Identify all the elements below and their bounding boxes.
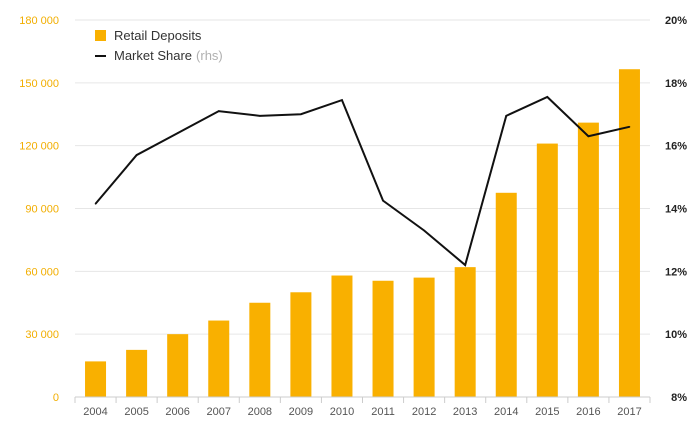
bar-2012 <box>413 277 435 397</box>
bar-2009 <box>290 292 312 397</box>
line-point-2011 <box>382 199 384 202</box>
x-axis-tick-label: 2013 <box>453 406 477 418</box>
market-share-line <box>94 95 630 267</box>
x-axis-tick-label: 2004 <box>83 406 107 418</box>
bar-2017 <box>618 69 640 397</box>
line-point-2016 <box>587 135 590 138</box>
right-axis-tick-label: 8% <box>671 392 687 404</box>
bar-2007 <box>208 320 230 397</box>
left-axis-tick-label: 0 <box>53 392 59 404</box>
bar-series-retail-deposits <box>85 69 640 397</box>
line-point-2012 <box>423 229 425 232</box>
legend: Retail Deposits Market Share (rhs) <box>95 28 223 63</box>
x-axis-ticks: 2004 2005 2006 2007 2008 2009 2010 2011 2012 2013… <box>74 396 651 418</box>
line-point-2005 <box>135 154 138 156</box>
right-axis-tick-label: 12% <box>665 266 687 278</box>
x-axis-tick-label: 2012 <box>412 406 436 418</box>
right-axis-tick-label: 20% <box>665 15 687 27</box>
x-axis-tick-label: 2006 <box>165 406 189 418</box>
right-axis-tick-label: 14% <box>665 204 687 216</box>
left-axis-tick-label: 150 000 <box>19 78 59 90</box>
x-axis-tick-label: 2014 <box>494 406 518 418</box>
line-point-2004 <box>94 202 97 205</box>
bar-2016 <box>577 122 599 397</box>
bar-2015 <box>536 143 558 397</box>
line-point-2013 <box>464 264 466 266</box>
line-point-2006 <box>176 132 179 134</box>
right-axis-tick-label: 16% <box>665 141 687 153</box>
bar-2011 <box>372 280 394 397</box>
x-axis-tick-label: 2010 <box>330 406 354 418</box>
right-axis-ticks: 8% 10% 12% 14% 16% 18% 20% <box>665 15 687 404</box>
x-axis-tick-label: 2009 <box>289 406 313 418</box>
x-axis-tick-label: 2005 <box>124 406 148 418</box>
line-point-2009 <box>300 113 302 116</box>
left-axis-tick-label: 180 000 <box>19 15 59 27</box>
right-axis-tick-label: 18% <box>665 78 687 90</box>
x-axis-tick-label: 2011 <box>371 406 395 418</box>
legend-label-market-share-suffix: (rhs) <box>196 48 223 63</box>
bar-2008 <box>249 302 271 397</box>
x-axis-tick-label: 2015 <box>535 406 559 418</box>
bar-2004 <box>85 361 107 397</box>
line-point-2017 <box>628 126 631 128</box>
legend-label-retail-deposits: Retail Deposits <box>114 28 202 43</box>
line-point-2014 <box>505 115 508 117</box>
x-axis-tick-label: 2016 <box>576 406 600 418</box>
line-point-2007 <box>217 110 220 112</box>
legend-label-market-share-text: Market Share <box>114 48 192 63</box>
bar-2006 <box>167 334 189 397</box>
line-point-2010 <box>341 99 343 101</box>
left-axis-tick-label: 30 000 <box>25 329 59 341</box>
line-point-2015 <box>546 96 549 98</box>
left-axis-tick-label: 90 000 <box>25 204 59 216</box>
right-axis-tick-label: 10% <box>665 329 687 341</box>
line-point-2008 <box>259 115 261 117</box>
bar-2005 <box>126 349 148 397</box>
bar-2013 <box>454 267 476 397</box>
left-axis-tick-label: 60 000 <box>25 266 59 278</box>
legend-swatch-retail-deposits <box>95 30 106 41</box>
left-axis-ticks: 0 30 000 60 000 90 000 120 000 150 000 180 000 <box>19 15 59 404</box>
x-axis-tick-label: 2017 <box>617 406 641 418</box>
bar-2010 <box>331 275 353 397</box>
gridlines <box>75 19 650 398</box>
line-series-market-share <box>94 95 631 267</box>
x-axis-tick-label: 2007 <box>207 406 231 418</box>
left-axis-tick-label: 120 000 <box>19 141 59 153</box>
x-axis-tick-label: 2008 <box>248 406 272 418</box>
legend-label-market-share: Market Share (rhs) <box>114 48 223 63</box>
bar-2014 <box>495 192 517 397</box>
